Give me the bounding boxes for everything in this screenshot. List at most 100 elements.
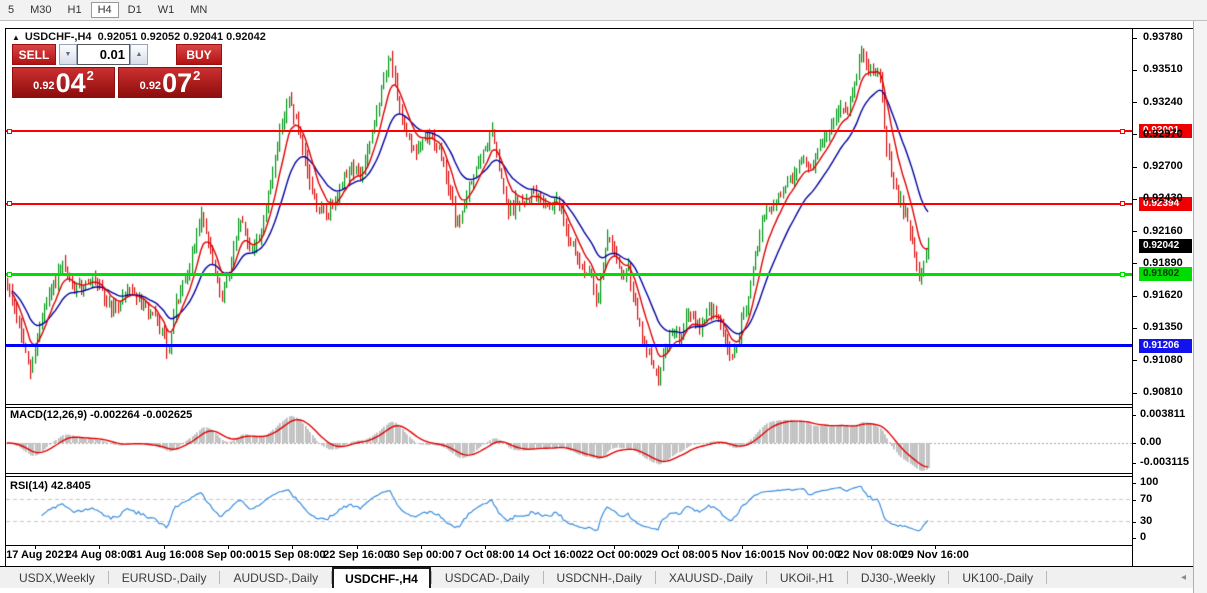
price-tick-label: 0.92970 [1143, 127, 1183, 140]
date-tick-mark [227, 545, 229, 549]
level-line-0.92394[interactable] [6, 202, 1132, 205]
tab-usdcnh-daily[interactable]: USDCNH-,Daily [556, 570, 642, 585]
price-tick-label: 0.93510 [1143, 63, 1183, 76]
buy-price-prefix: 0.92 [139, 80, 162, 92]
macd-indicator-canvas[interactable] [6, 408, 1132, 473]
chart-title: USDCHF-,H4 [24, 31, 92, 43]
price-tick-label: 0.93780 [1143, 31, 1183, 43]
tab-scroll-left-icon[interactable]: ◂ [1180, 572, 1186, 583]
timeframe-button-mn[interactable]: MN [190, 4, 208, 16]
buy-price-point: 2 [193, 68, 201, 83]
timeframe-button-5[interactable]: 5 [8, 4, 15, 16]
price-tick-label: 0.91620 [1143, 289, 1183, 302]
timeframe-toolbar: 5 M30 H1 H4 D1 W1 MN [0, 0, 1207, 21]
level-line-0.91802[interactable] [6, 272, 1132, 276]
buy-button[interactable]: BUY [176, 44, 222, 65]
date-tick-mark [549, 545, 551, 549]
tab-eurusd-daily[interactable]: EURUSD-,Daily [121, 570, 207, 585]
tab-separator [430, 571, 432, 584]
date-label: 24 Aug 08:00 [65, 549, 134, 561]
level-line-0.91206[interactable] [6, 344, 1132, 348]
price-tick-label: 0.93240 [1143, 95, 1183, 108]
date-label: 15 Nov 00:00 [772, 549, 841, 561]
timeframe-button-m30[interactable]: M30 [30, 4, 52, 16]
level-handle[interactable] [1120, 201, 1125, 207]
tab-dj30-weekly[interactable]: DJ30-,Weekly [860, 570, 936, 585]
price-tag-0.93001: 0.93001 [1139, 124, 1192, 139]
sell-price-point: 2 [86, 68, 94, 83]
buy-price-display[interactable]: 0.92 07 2 [118, 67, 222, 98]
tab-audusd-daily[interactable]: AUDUSD-,Daily [233, 570, 319, 585]
level-handle[interactable] [1120, 271, 1125, 277]
timeframe-button-w1[interactable]: W1 [157, 4, 175, 16]
tab-separator [765, 571, 767, 584]
macd-axis-label: -0.003115 [1140, 456, 1189, 468]
buy-price-pips: 07 [162, 68, 193, 98]
price-tag-0.91802: 0.91802 [1139, 267, 1192, 282]
date-label: 14 Oct 16:00 [516, 549, 582, 561]
chart-ohlc-values: 0.92051 0.92052 0.92041 0.92042 [97, 31, 266, 43]
sell-button[interactable]: SELL [12, 44, 56, 65]
timeframe-button-d1[interactable]: D1 [127, 4, 142, 16]
tab-ukoil-h1[interactable]: UKOil-,H1 [779, 570, 834, 585]
date-tick-mark [292, 545, 294, 549]
date-tick-mark [742, 545, 744, 549]
date-label: 31 Aug 16:00 [129, 549, 198, 561]
timeframe-button-h1[interactable]: H1 [67, 4, 82, 16]
collapse-icon[interactable]: ▲ [12, 33, 20, 42]
price-tag-0.91206: 0.91206 [1139, 338, 1192, 353]
price-tag-0.92394: 0.92394 [1139, 196, 1192, 211]
volume-decrease-button[interactable]: ▼ [59, 44, 77, 65]
level-line-0.93001[interactable] [6, 130, 1132, 133]
price-tick-label: 0.90810 [1143, 386, 1183, 398]
date-tick-mark [870, 545, 872, 549]
tab-separator [1046, 571, 1048, 584]
tab-usdx-weekly[interactable]: USDX,Weekly [19, 570, 95, 585]
price-tick-mark [1132, 295, 1137, 297]
date-label: 22 Nov 08:00 [837, 549, 905, 561]
price-tick-label: 0.91350 [1143, 321, 1183, 334]
tab-usdchf-h4[interactable]: USDCHF-,H4 [332, 567, 431, 588]
date-tick-mark [420, 545, 422, 549]
level-handle[interactable] [7, 128, 12, 134]
price-tick-mark [1132, 37, 1137, 39]
level-handle[interactable] [1120, 128, 1125, 134]
price-tick-label: 0.91080 [1143, 353, 1183, 366]
price-axis-border [1132, 28, 1133, 567]
level-handle[interactable] [7, 201, 12, 207]
rsi-indicator-canvas[interactable] [6, 477, 1132, 544]
price-tick-mark [1132, 134, 1137, 136]
price-tick-label: 0.92160 [1143, 224, 1183, 237]
price-tick-mark [1132, 263, 1137, 265]
date-label: 7 Oct 08:00 [455, 549, 515, 561]
date-tick-mark [163, 545, 165, 549]
chart-top-border [5, 28, 1193, 29]
chart-header: ▲ USDCHF-,H4 0.92051 0.92052 0.92041 0.92… [12, 31, 266, 43]
chevron-down-icon: ▼ [64, 51, 72, 58]
main-macd-separator[interactable] [5, 404, 1133, 405]
price-tick-mark [1132, 231, 1137, 233]
tab-separator [219, 571, 221, 584]
date-label: 29 Oct 08:00 [645, 549, 711, 561]
tab-separator [948, 571, 950, 584]
sell-price-display[interactable]: 0.92 04 2 [12, 67, 115, 98]
volume-increase-button[interactable]: ▲ [130, 44, 148, 65]
timeframe-button-h4[interactable]: H4 [90, 2, 119, 18]
tab-usdcad-daily[interactable]: USDCAD-,Daily [444, 570, 530, 585]
macd-rsi-separator[interactable] [5, 473, 1133, 474]
tab-xauusd-daily[interactable]: XAUUSD-,Daily [668, 570, 753, 585]
macd-tick-mark [1132, 443, 1136, 444]
date-tick-mark [356, 545, 358, 549]
price-tick-mark [1132, 327, 1137, 329]
rsi-tick-mark [1132, 499, 1136, 501]
one-click-trade-panel: SELL ▼ ▲ BUY 0.92 04 2 0.92 07 2 [12, 44, 222, 98]
tab-uk100-daily[interactable]: UK100-,Daily [962, 570, 1034, 585]
chart-left-border [5, 28, 6, 567]
level-handle[interactable] [7, 271, 12, 277]
volume-input[interactable] [77, 44, 130, 65]
macd-rsi-separator2 [5, 476, 1133, 477]
chevron-up-icon: ▲ [135, 51, 143, 58]
tab-separator [331, 571, 333, 584]
tab-separator [542, 571, 544, 584]
